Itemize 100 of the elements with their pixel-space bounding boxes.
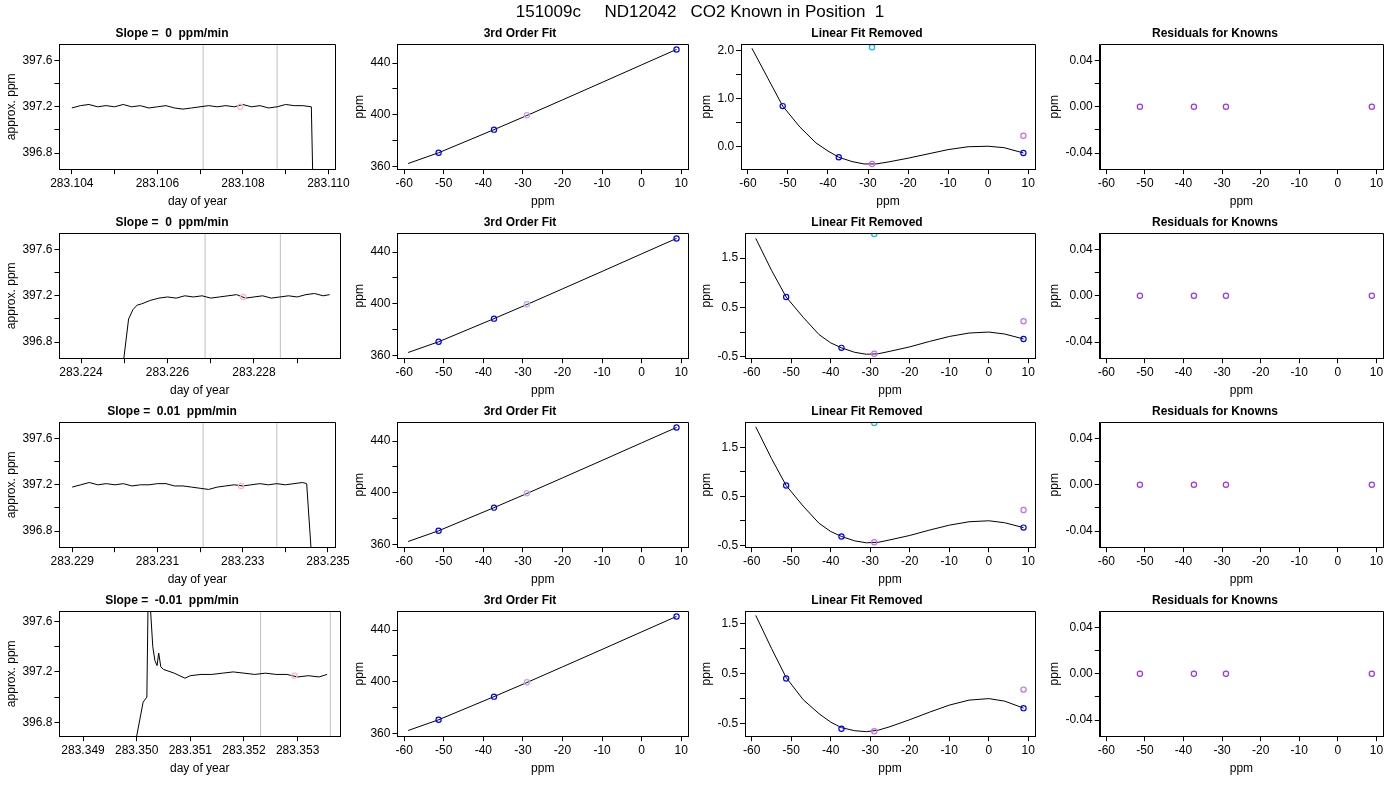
chart-title: Linear Fit Removed <box>811 592 923 607</box>
y-axis-title: ppm <box>1046 284 1061 308</box>
y-tick-label: 0.00 <box>1069 666 1094 681</box>
x-tick-label: 0 <box>638 175 646 190</box>
x-tick-label: -40 <box>1174 742 1193 757</box>
x-tick-label: -30 <box>1213 742 1232 757</box>
x-tick-label: 283.229 <box>50 553 95 568</box>
y-tick-label: 1.5 <box>721 439 739 454</box>
y-axis-title: ppm <box>698 95 713 119</box>
y-tick-label: 0.0 <box>717 138 735 153</box>
x-tick-label: 283.235 <box>306 553 350 568</box>
x-tick-label: -50 <box>435 364 453 379</box>
x-axis-title: day of year <box>170 761 230 776</box>
x-axis-title: ppm <box>531 761 555 776</box>
y-tick-label: 400 <box>370 674 391 689</box>
y-axis-title: ppm <box>1046 473 1061 497</box>
x-tick-label: 0 <box>1334 364 1342 379</box>
x-tick-label: -30 <box>1213 553 1232 568</box>
x-tick-label: -20 <box>553 175 572 190</box>
y-axis-title: ppm <box>698 473 713 497</box>
x-tick-label: -20 <box>1252 364 1270 379</box>
x-tick-label: -60 <box>743 553 761 568</box>
x-tick-label: -20 <box>1252 742 1270 757</box>
chart-title: Slope = 0 ppm/min <box>115 25 229 40</box>
y-tick-label: 360 <box>370 347 391 362</box>
x-tick-label: 283.231 <box>135 553 180 568</box>
x-tick-label: -50 <box>435 742 453 757</box>
text: 151009c ND12042 CO2 Known in Position 1 <box>514 2 886 22</box>
x-tick-label: -10 <box>1290 742 1309 757</box>
y-tick-label: 0.5 <box>721 488 739 503</box>
x-tick-label: -10 <box>1290 553 1309 568</box>
y-tick-label: 440 <box>370 622 391 637</box>
y-tick-label: 1.5 <box>721 250 739 265</box>
y-tick-label: -0.5 <box>717 349 739 364</box>
x-tick-label: -10 <box>593 175 612 190</box>
x-tick-label: -60 <box>395 553 414 568</box>
x-axis-title: ppm <box>878 761 902 776</box>
x-tick-label: -60 <box>395 175 414 190</box>
x-tick-label: -60 <box>395 742 414 757</box>
y-tick-label: 0.5 <box>721 299 739 314</box>
y-axis-title: ppm <box>351 284 366 308</box>
x-tick-label: 0 <box>638 364 646 379</box>
x-tick-label: 10 <box>674 364 689 379</box>
x-tick-label: -50 <box>782 553 801 568</box>
y-tick-label: 397.6 <box>22 241 53 256</box>
y-axis-title: ppm <box>698 284 713 308</box>
x-tick-label: -40 <box>474 553 493 568</box>
x-axis-title: ppm <box>531 383 555 398</box>
x-tick-label: -20 <box>553 553 572 568</box>
chart-title: Linear Fit Removed <box>811 25 923 40</box>
x-tick-label: 283.353 <box>275 742 320 757</box>
x-axis-title: ppm <box>531 194 555 209</box>
x-tick-label: -10 <box>593 742 612 757</box>
x-tick-label: -20 <box>901 553 919 568</box>
x-tick-label: -10 <box>1290 175 1309 190</box>
chart-title: 3rd Order Fit <box>483 403 557 418</box>
y-axis-title: approx. ppm <box>3 451 18 519</box>
y-tick-label: -0.5 <box>717 715 739 730</box>
y-axis-title: approx. ppm <box>3 262 18 330</box>
x-tick-label: -50 <box>435 175 453 190</box>
x-tick-label: -10 <box>940 364 959 379</box>
y-axis-title: approx. ppm <box>3 73 18 141</box>
x-tick-label: -60 <box>1097 175 1116 190</box>
x-tick-label: 283.352 <box>222 742 266 757</box>
x-tick-label: -20 <box>1252 175 1270 190</box>
x-tick-label: -30 <box>861 553 880 568</box>
x-tick-label: 283.233 <box>221 553 265 568</box>
x-tick-label: -60 <box>743 742 761 757</box>
y-tick-label: 400 <box>370 485 391 500</box>
chart-title: Residuals for Knowns <box>1151 214 1279 229</box>
x-tick-label: -40 <box>822 742 840 757</box>
y-tick-label: 400 <box>370 107 391 122</box>
chart-title: Linear Fit Removed <box>811 214 923 229</box>
x-tick-label: -20 <box>553 364 572 379</box>
x-tick-label: -40 <box>474 364 493 379</box>
x-axis-title: ppm <box>878 383 902 398</box>
x-tick-label: -50 <box>782 742 801 757</box>
x-tick-label: 0 <box>1334 553 1342 568</box>
x-axis-title: day of year <box>170 383 230 398</box>
y-tick-label: 397.6 <box>22 52 53 67</box>
x-tick-label: -50 <box>435 553 453 568</box>
chart-title: Slope = 0.01 ppm/min <box>107 403 237 418</box>
x-tick-label: -40 <box>1174 553 1193 568</box>
x-tick-label: -30 <box>514 175 532 190</box>
x-tick-label: -30 <box>859 175 878 190</box>
x-tick-label: 283.349 <box>61 742 106 757</box>
x-axis-title: day of year <box>167 194 228 209</box>
x-tick-label: 0 <box>985 553 993 568</box>
y-tick-label: 397.2 <box>22 99 53 114</box>
x-tick-label: 10 <box>1369 553 1384 568</box>
x-tick-label: -10 <box>593 364 612 379</box>
x-tick-label: 0 <box>985 364 993 379</box>
x-tick-label: -10 <box>593 553 612 568</box>
x-tick-label: -50 <box>1136 364 1154 379</box>
x-tick-label: -30 <box>514 553 532 568</box>
y-tick-label: 397.2 <box>22 477 53 492</box>
chart-title: Residuals for Knowns <box>1151 592 1279 607</box>
x-tick-label: -10 <box>939 175 958 190</box>
y-tick-label: 397.2 <box>22 288 53 303</box>
y-tick-label: 400 <box>370 296 391 311</box>
